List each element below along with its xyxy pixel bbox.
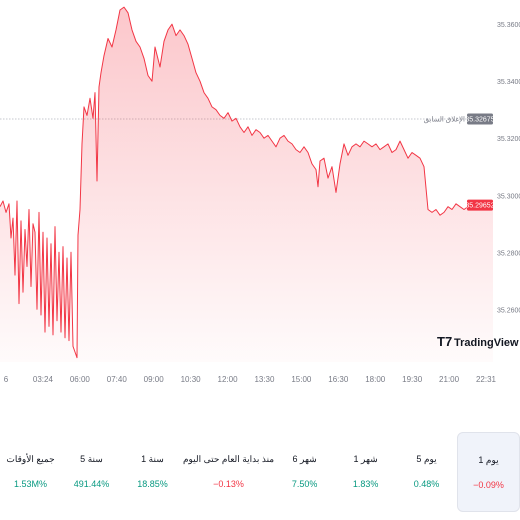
period-change-value: 0.48% bbox=[413, 478, 440, 489]
period-change-value: −0.13% bbox=[213, 478, 244, 489]
x-tick-label: 18:00 bbox=[365, 375, 386, 384]
period-label: 1 سنة bbox=[141, 453, 164, 464]
period-label: 1 شهر bbox=[353, 453, 378, 464]
x-tick-label: 03:24 bbox=[33, 375, 54, 384]
y-tick-label: 35.28000 bbox=[497, 250, 520, 257]
period-change-value: 18.85% bbox=[137, 478, 168, 489]
x-tick-label: 13:30 bbox=[254, 375, 275, 384]
period-tab[interactable]: 1 سنة 18.85% bbox=[122, 432, 183, 510]
x-tick-label: 22:31 bbox=[476, 375, 497, 384]
period-tab[interactable]: 5 يوم 0.48% bbox=[396, 432, 457, 510]
y-axis: 35.36000 35.34000 35.32000 35.30000 35.28000… bbox=[497, 22, 520, 314]
previous-close-label: الإغلاق السابق bbox=[424, 116, 465, 124]
x-tick-label: 21:00 bbox=[439, 375, 460, 384]
x-tick-label: 16:30 bbox=[328, 375, 349, 384]
last-price-tag: 35.29652 bbox=[465, 199, 495, 211]
x-tick-label: 6 bbox=[4, 375, 9, 384]
y-tick-label: 35.32000 bbox=[497, 136, 520, 143]
y-tick-label: 35.36000 bbox=[497, 22, 520, 29]
period-label: 1 يوم bbox=[478, 454, 499, 465]
y-tick-label: 35.30000 bbox=[497, 193, 520, 200]
period-tab[interactable]: 5 سنة 491.44% bbox=[61, 432, 122, 510]
x-tick-label: 07:40 bbox=[107, 375, 128, 384]
tradingview-wordmark: TradingView bbox=[454, 337, 519, 349]
x-tick-label: 09:00 bbox=[144, 375, 165, 384]
period-tab[interactable]: منذ بداية العام حتى اليوم −0.13% bbox=[183, 432, 274, 510]
previous-close-label-tag: الإغلاق السابق bbox=[424, 116, 465, 124]
x-tick-label: 15:00 bbox=[291, 375, 312, 384]
y-tick-label: 35.26000 bbox=[497, 307, 520, 314]
period-tab[interactable]: 1 شهر 1.83% bbox=[335, 432, 396, 510]
period-change-value: 491.44% bbox=[73, 478, 110, 489]
x-tick-label: 19:30 bbox=[402, 375, 423, 384]
period-change-value: 7.50% bbox=[291, 478, 318, 489]
period-change-value: −0.09% bbox=[473, 479, 504, 490]
performance-periods: 1 يوم −0.09% 5 يوم 0.48% 1 شهر 1.83% 6 شهر 7.50… bbox=[0, 432, 520, 512]
tradingview-logo[interactable]: T7 TradingView bbox=[437, 334, 519, 349]
price-area bbox=[0, 7, 493, 362]
period-tab[interactable]: 1 يوم −0.09% bbox=[457, 432, 520, 512]
last-price-value: 35.29652 bbox=[465, 203, 494, 210]
period-label: 5 يوم bbox=[416, 453, 437, 464]
period-label: 6 شهر bbox=[292, 453, 317, 464]
period-change-value: 1.83% bbox=[352, 478, 379, 489]
period-change-value: 1.53M% bbox=[14, 478, 48, 489]
x-tick-label: 12:00 bbox=[218, 375, 239, 384]
price-line bbox=[0, 6, 494, 359]
period-label: 5 سنة bbox=[80, 453, 103, 464]
y-tick-label: 35.34000 bbox=[497, 79, 520, 86]
previous-close-value: 35.32675 bbox=[465, 117, 494, 124]
period-tab[interactable]: 6 شهر 7.50% bbox=[274, 432, 335, 510]
x-axis: 6 03:24 06:00 07:40 09:00 10:30 12:00 13:30 15:0… bbox=[4, 375, 497, 384]
x-tick-label: 06:00 bbox=[70, 375, 91, 384]
period-tab[interactable]: جميع الأوقات 1.53M% bbox=[0, 432, 61, 510]
x-tick-label: 10:30 bbox=[181, 375, 202, 384]
price-chart[interactable]: 6 03:24 06:00 07:40 09:00 10:30 12:00 13:30 15:0… bbox=[0, 0, 520, 390]
period-label: جميع الأوقات bbox=[6, 453, 55, 464]
period-label: منذ بداية العام حتى اليوم bbox=[182, 453, 275, 464]
tv-logo-icon: T7 bbox=[437, 334, 452, 349]
previous-close-tag: 35.32675 bbox=[465, 113, 495, 125]
